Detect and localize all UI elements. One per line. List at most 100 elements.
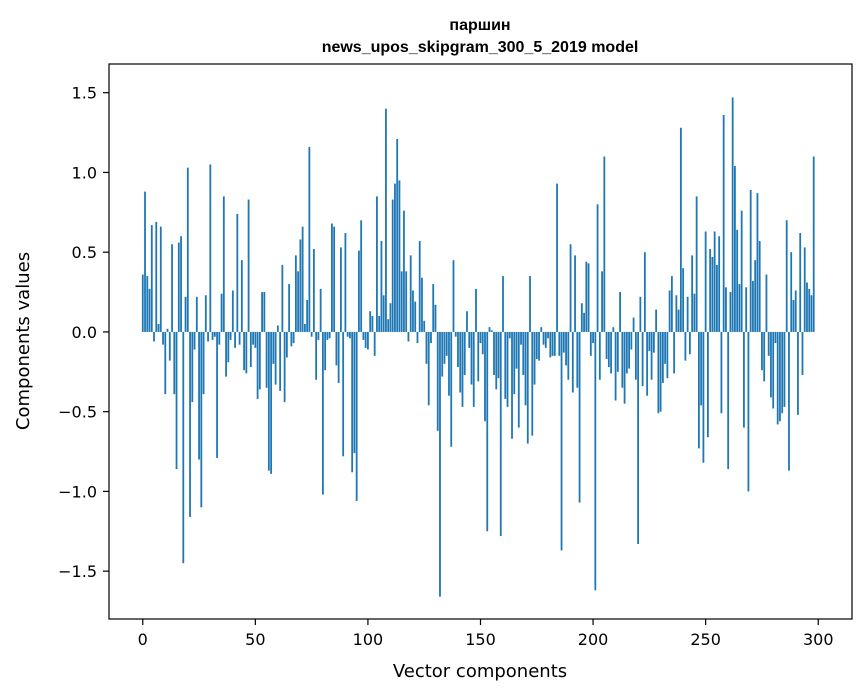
bar	[722, 115, 725, 332]
bar	[342, 331, 345, 457]
bar	[227, 331, 230, 363]
bar	[770, 331, 772, 398]
bar	[535, 331, 538, 360]
bar	[790, 252, 793, 332]
bar	[378, 315, 381, 332]
bar	[679, 127, 682, 332]
bar	[436, 331, 439, 431]
bar	[319, 288, 322, 332]
bar	[776, 331, 779, 425]
bar	[346, 331, 349, 337]
bar	[682, 268, 685, 332]
bar	[477, 331, 480, 382]
bar	[171, 244, 173, 332]
bar	[594, 331, 597, 591]
bar	[369, 311, 372, 332]
bar	[243, 331, 245, 371]
bar	[445, 331, 448, 356]
bar	[400, 271, 403, 332]
x-tick-label: 250	[690, 630, 721, 649]
bar	[281, 264, 284, 332]
bar	[472, 331, 475, 407]
y-tick-label: 0.0	[72, 323, 97, 342]
bar	[434, 304, 437, 332]
bar	[475, 288, 477, 332]
bar	[274, 331, 277, 385]
bar	[430, 331, 432, 344]
bar	[351, 331, 354, 473]
bar	[520, 331, 522, 345]
bar	[781, 331, 784, 414]
bar	[551, 331, 554, 356]
bar	[623, 331, 626, 404]
bar	[625, 331, 628, 374]
bar	[484, 331, 486, 422]
bar	[504, 331, 507, 399]
bar	[634, 331, 637, 380]
bar	[452, 260, 455, 332]
bar	[641, 331, 644, 387]
bar	[580, 303, 583, 332]
bar	[612, 327, 615, 332]
chart-title: паршин	[449, 17, 510, 34]
bar	[675, 295, 678, 332]
bar	[216, 331, 218, 458]
bar	[558, 331, 561, 356]
bar	[373, 331, 376, 356]
bar	[666, 331, 669, 379]
bar	[812, 156, 815, 332]
bar	[571, 331, 574, 393]
y-tick-label: −0.5	[58, 403, 97, 422]
bar	[490, 330, 493, 332]
bar	[632, 317, 635, 332]
bar	[576, 331, 579, 388]
bar	[799, 233, 802, 332]
bar	[211, 331, 214, 340]
bar	[441, 331, 444, 377]
bar	[700, 331, 703, 406]
bar	[734, 166, 736, 332]
bar	[749, 189, 752, 332]
bar	[421, 277, 423, 332]
bar	[396, 138, 399, 332]
bar	[236, 213, 239, 332]
bar	[684, 331, 687, 361]
bar	[186, 167, 189, 332]
bar	[616, 331, 619, 372]
bar	[412, 290, 414, 332]
bar	[333, 226, 336, 332]
bar	[450, 331, 453, 447]
bar	[747, 331, 750, 492]
bar	[668, 290, 671, 332]
bar	[711, 256, 714, 332]
bar	[155, 221, 158, 332]
bar	[164, 331, 167, 395]
bar	[810, 295, 813, 332]
bar	[443, 331, 446, 364]
bar	[150, 225, 153, 332]
bar	[213, 331, 216, 337]
bar	[292, 331, 295, 344]
bar	[488, 327, 491, 332]
bar	[673, 331, 676, 374]
bar	[337, 331, 340, 383]
bar	[743, 331, 745, 428]
bar	[263, 292, 266, 332]
bar	[779, 331, 781, 422]
bar	[585, 261, 588, 332]
bar	[788, 331, 790, 471]
bar	[256, 331, 259, 399]
bar	[162, 331, 164, 345]
bar	[797, 331, 799, 415]
bar	[610, 331, 612, 374]
bar	[398, 180, 401, 332]
bar	[495, 331, 498, 390]
y-tick-label: 1.5	[72, 84, 97, 103]
bar	[218, 331, 221, 345]
bar	[418, 241, 421, 332]
bar	[702, 331, 705, 463]
y-tick-label: 1.0	[72, 163, 97, 182]
chart-subtitle: news_upos_skipgram_300_5_2019 model	[322, 39, 639, 56]
bar	[189, 331, 191, 517]
bar	[324, 331, 327, 371]
